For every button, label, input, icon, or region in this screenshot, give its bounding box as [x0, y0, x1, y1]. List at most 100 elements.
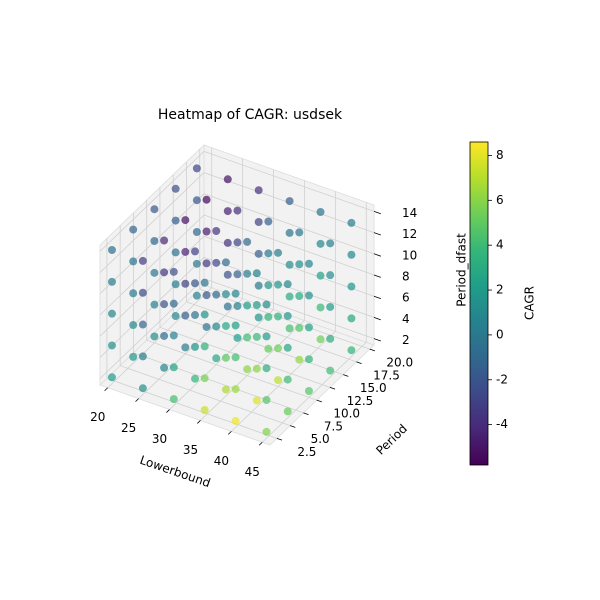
- point: [274, 312, 283, 321]
- grid-line: [146, 339, 317, 401]
- point: [304, 259, 313, 268]
- point: [223, 302, 232, 311]
- y-tick-label: 12.5: [347, 394, 374, 408]
- point: [347, 250, 356, 259]
- point: [316, 271, 325, 280]
- point: [262, 364, 271, 373]
- point: [200, 310, 209, 319]
- point: [171, 216, 180, 225]
- point: [326, 271, 335, 280]
- point: [243, 237, 252, 246]
- z-axis-label: Period_dfast: [455, 233, 469, 307]
- point: [274, 280, 283, 289]
- z-tick-label: 14: [402, 206, 417, 220]
- point: [285, 292, 294, 301]
- point: [243, 333, 252, 342]
- point: [252, 396, 261, 405]
- point: [150, 268, 159, 277]
- point: [107, 277, 116, 286]
- grid-line: [99, 172, 205, 273]
- point: [262, 300, 271, 309]
- grid-line: [203, 278, 375, 340]
- point: [231, 321, 240, 330]
- point: [129, 352, 138, 361]
- point: [304, 355, 313, 364]
- y-tick: [276, 437, 283, 441]
- y-axis-label: Period: [373, 422, 410, 458]
- point: [283, 311, 292, 320]
- y-tick: [356, 361, 362, 365]
- point: [274, 248, 283, 257]
- point: [138, 320, 147, 329]
- y-tick-label: 10.0: [333, 407, 360, 421]
- axes: 20 25 30 35 40 45 2.55.07.510.012.515.017.520.…: [90, 206, 417, 479]
- point: [264, 281, 273, 290]
- point: [295, 228, 304, 237]
- point: [254, 313, 263, 322]
- x-tick: [135, 398, 139, 402]
- point: [274, 376, 283, 385]
- point: [223, 238, 232, 247]
- point: [295, 292, 304, 301]
- point: [243, 301, 252, 310]
- point: [192, 164, 201, 173]
- point: [129, 289, 138, 298]
- point: [160, 300, 169, 309]
- y-tick-label: 15.0: [360, 381, 387, 395]
- x-axis-label: Lowerbound: [138, 453, 212, 490]
- point: [202, 195, 211, 204]
- point: [285, 228, 294, 237]
- point: [316, 335, 325, 344]
- point: [231, 416, 240, 425]
- point: [316, 208, 325, 217]
- point: [212, 322, 221, 331]
- colorbar-tick-label: 0: [496, 327, 504, 341]
- point: [192, 259, 201, 268]
- colorbar-tick-label: 6: [496, 193, 504, 207]
- grid-line: [203, 150, 375, 212]
- point: [285, 324, 294, 333]
- point: [285, 260, 294, 269]
- point: [181, 279, 190, 288]
- point: [295, 323, 304, 332]
- point: [252, 269, 261, 278]
- point: [200, 342, 209, 351]
- x-tick: [258, 441, 263, 446]
- point: [233, 302, 242, 311]
- grid-line: [133, 352, 304, 414]
- z-tick-label: 12: [402, 227, 417, 241]
- y-tick: [329, 386, 336, 390]
- point: [221, 290, 230, 299]
- y-tick-label: 7.5: [324, 419, 343, 433]
- point: [326, 302, 335, 311]
- point: [347, 282, 356, 291]
- colorbar-label: CAGR: [523, 286, 537, 320]
- point: [202, 227, 211, 236]
- point: [347, 218, 356, 227]
- x-tick-label: 45: [245, 465, 260, 479]
- grid-line: [173, 314, 344, 375]
- point: [169, 299, 178, 308]
- point: [169, 363, 178, 372]
- y-tick-label: 2.5: [297, 445, 316, 459]
- point: [212, 290, 221, 299]
- point: [233, 333, 242, 342]
- point: [212, 227, 221, 236]
- point: [129, 257, 138, 266]
- colorbar: [469, 141, 489, 466]
- y-tick: [316, 399, 322, 403]
- grid-line: [199, 288, 370, 350]
- point: [200, 406, 209, 415]
- point: [171, 280, 180, 289]
- point: [160, 363, 169, 372]
- point: [233, 270, 242, 279]
- grid-line: [186, 301, 357, 363]
- point: [181, 216, 190, 225]
- point: [181, 311, 190, 320]
- point: [264, 217, 273, 226]
- z-tick-label: 2: [402, 333, 410, 347]
- point: [191, 247, 200, 256]
- point: [231, 385, 240, 394]
- colorbar-tick-label: 4: [496, 238, 504, 252]
- point: [171, 312, 180, 321]
